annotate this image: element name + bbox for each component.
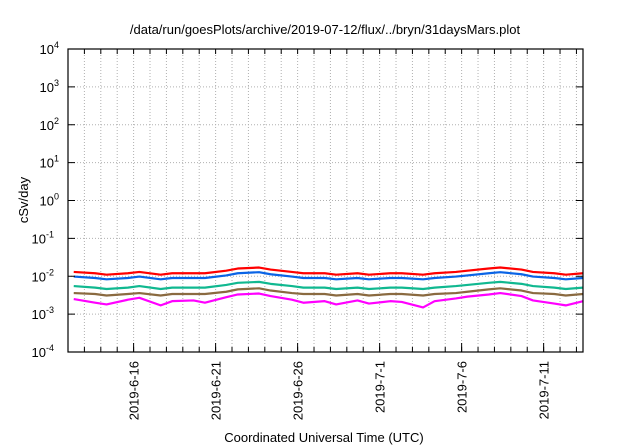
x-tick-label: 2019-7-11 (537, 361, 552, 419)
y-tick-label: 10-3 (32, 305, 54, 322)
x-tick-label: 2019-6-26 (291, 361, 306, 420)
y-tick-exponent: -2 (46, 267, 54, 277)
y-tick-exponent: 2 (54, 116, 59, 126)
x-tick-label: 2019-6-21 (209, 361, 224, 420)
y-tick-exponent: 3 (54, 78, 59, 88)
plot-border (67, 48, 584, 353)
y-tick-exponent: 4 (54, 40, 59, 50)
series-line-brown (73, 287, 584, 297)
y-tick-exponent: -1 (46, 229, 54, 239)
series-line-teal (73, 280, 584, 291)
chart-title: /data/run/goesPlots/archive/2019-07-12/f… (130, 22, 521, 37)
grid (68, 49, 583, 352)
x-tick-label: 2019-7-1 (373, 361, 388, 413)
series-line-blue (73, 271, 584, 281)
y-tick-label: 100 (40, 192, 59, 209)
y-tick-exponent: 1 (54, 154, 59, 164)
y-tick-label: 10-1 (32, 229, 54, 246)
y-axis-label: cSv/day (16, 176, 31, 223)
series-line-red (73, 266, 584, 276)
series-group (73, 266, 584, 309)
y-tick-label: 102 (40, 116, 59, 133)
x-tick-label: 2019-7-6 (455, 361, 470, 413)
x-tick-label: 2019-6-16 (127, 361, 142, 420)
y-tick-label: 101 (40, 154, 59, 171)
y-tick-exponent: 0 (54, 192, 59, 202)
x-axis-label: Coordinated Universal Time (UTC) (224, 430, 423, 445)
series-line-magenta (73, 291, 584, 309)
y-tick-label: 10-2 (32, 267, 54, 284)
y-tick-label: 10-4 (32, 343, 54, 360)
y-tick-label: 103 (40, 78, 59, 95)
axes: 10-410-310-210-11001011021031042019-6-16… (32, 40, 584, 420)
y-tick-exponent: -3 (46, 305, 54, 315)
y-tick-exponent: -4 (46, 343, 54, 353)
y-tick-label: 104 (40, 40, 59, 57)
